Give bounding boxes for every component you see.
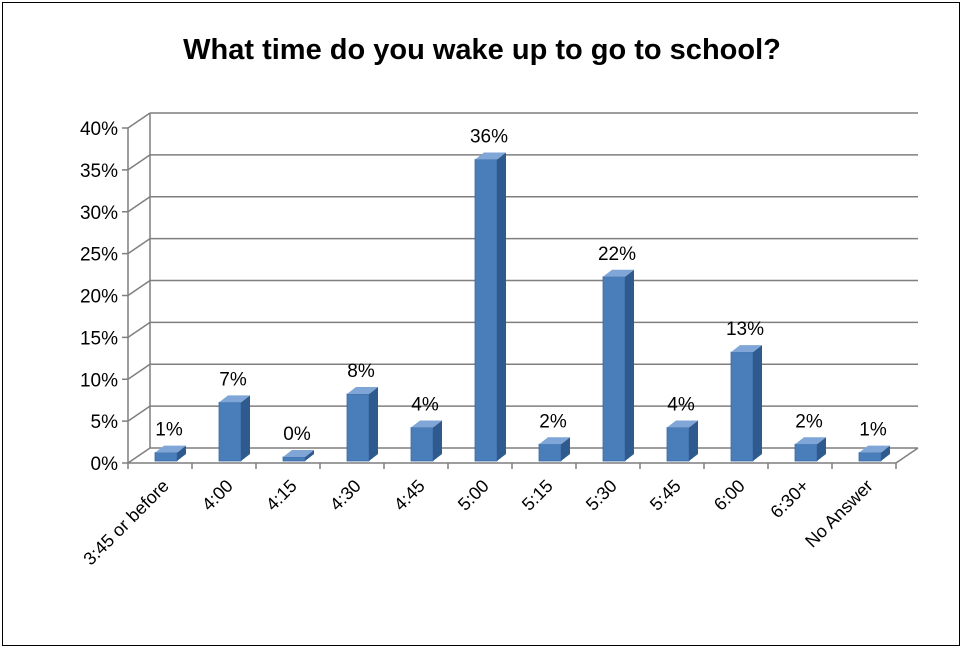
bar-side	[241, 395, 250, 461]
bar	[538, 443, 562, 462]
data-label: 4%	[667, 395, 695, 416]
bar	[154, 452, 178, 462]
gridline-side	[127, 321, 151, 338]
bar-top	[667, 420, 698, 428]
bar-side	[561, 437, 570, 461]
data-label: 2%	[539, 411, 567, 432]
bar	[474, 159, 498, 462]
y-tick-label: 35%	[80, 161, 118, 182]
bar-side	[689, 420, 698, 461]
category-label: 5:00	[454, 476, 493, 515]
bar-top	[603, 269, 634, 277]
bar-side	[497, 152, 506, 461]
bar-top	[283, 450, 314, 457]
y-tick-label: 25%	[80, 245, 118, 266]
bar	[218, 401, 242, 462]
bar-side	[625, 269, 634, 461]
data-label: 7%	[219, 369, 247, 390]
gridline-side	[127, 112, 151, 129]
category-label: No Answer	[801, 476, 877, 552]
bar-top	[219, 395, 250, 403]
gridline-side	[127, 447, 151, 464]
bar-side	[369, 387, 378, 461]
data-label: 8%	[347, 361, 375, 382]
data-label: 13%	[726, 319, 764, 340]
bar	[666, 427, 690, 462]
y-tick-label: 15%	[80, 328, 118, 349]
category-label: 4:45	[390, 476, 429, 515]
bar	[346, 393, 370, 462]
gridline-side	[127, 196, 151, 213]
category-label: 6:30+	[766, 476, 812, 522]
bar-top	[795, 437, 826, 445]
category-label: 6:00	[710, 476, 749, 515]
y-tick-label: 40%	[80, 119, 118, 140]
bar-top	[539, 437, 570, 445]
gridline-side	[127, 238, 151, 255]
bar-top	[731, 345, 762, 353]
data-label: 4%	[411, 395, 439, 416]
bar-top	[859, 445, 890, 453]
category-label: 3:45 or before	[79, 476, 172, 569]
y-tick-label: 10%	[80, 370, 118, 391]
y-tick-label: 20%	[80, 287, 118, 308]
category-label: 4:30	[326, 476, 365, 515]
bar-top	[347, 387, 378, 394]
bar-side	[881, 445, 890, 461]
y-tick-label: 0%	[91, 454, 119, 475]
bar	[602, 276, 626, 462]
bar	[794, 443, 818, 462]
data-label: 36%	[470, 127, 508, 148]
bar-side	[753, 345, 762, 461]
bar	[282, 456, 306, 462]
data-label: 1%	[859, 420, 887, 441]
bar-side	[305, 450, 314, 461]
y-tick-label: 5%	[91, 412, 119, 433]
data-label: 1%	[155, 420, 183, 441]
gridline-side	[127, 279, 151, 297]
gridline-side	[127, 154, 151, 171]
category-label: 4:15	[262, 476, 301, 515]
data-label: 0%	[283, 424, 311, 445]
bar-top	[475, 152, 506, 160]
category-label: 4:00	[198, 476, 237, 515]
category-label: 5:45	[646, 476, 685, 515]
data-label: 22%	[598, 244, 636, 265]
category-label: 5:30	[582, 476, 621, 515]
y-tick-label: 30%	[80, 203, 118, 224]
bar-side	[817, 437, 826, 461]
data-label: 2%	[795, 411, 823, 432]
gridline-side	[127, 405, 151, 422]
bar-side	[177, 445, 186, 461]
chart-title: What time do you wake up to go to school…	[183, 34, 781, 66]
bar-top	[411, 420, 442, 428]
bar	[858, 452, 882, 462]
bar-side	[433, 420, 442, 461]
bar-top	[155, 445, 186, 453]
bar	[410, 427, 434, 462]
category-label: 5:15	[518, 476, 557, 515]
gridline-side	[127, 363, 151, 380]
bar	[730, 351, 754, 462]
